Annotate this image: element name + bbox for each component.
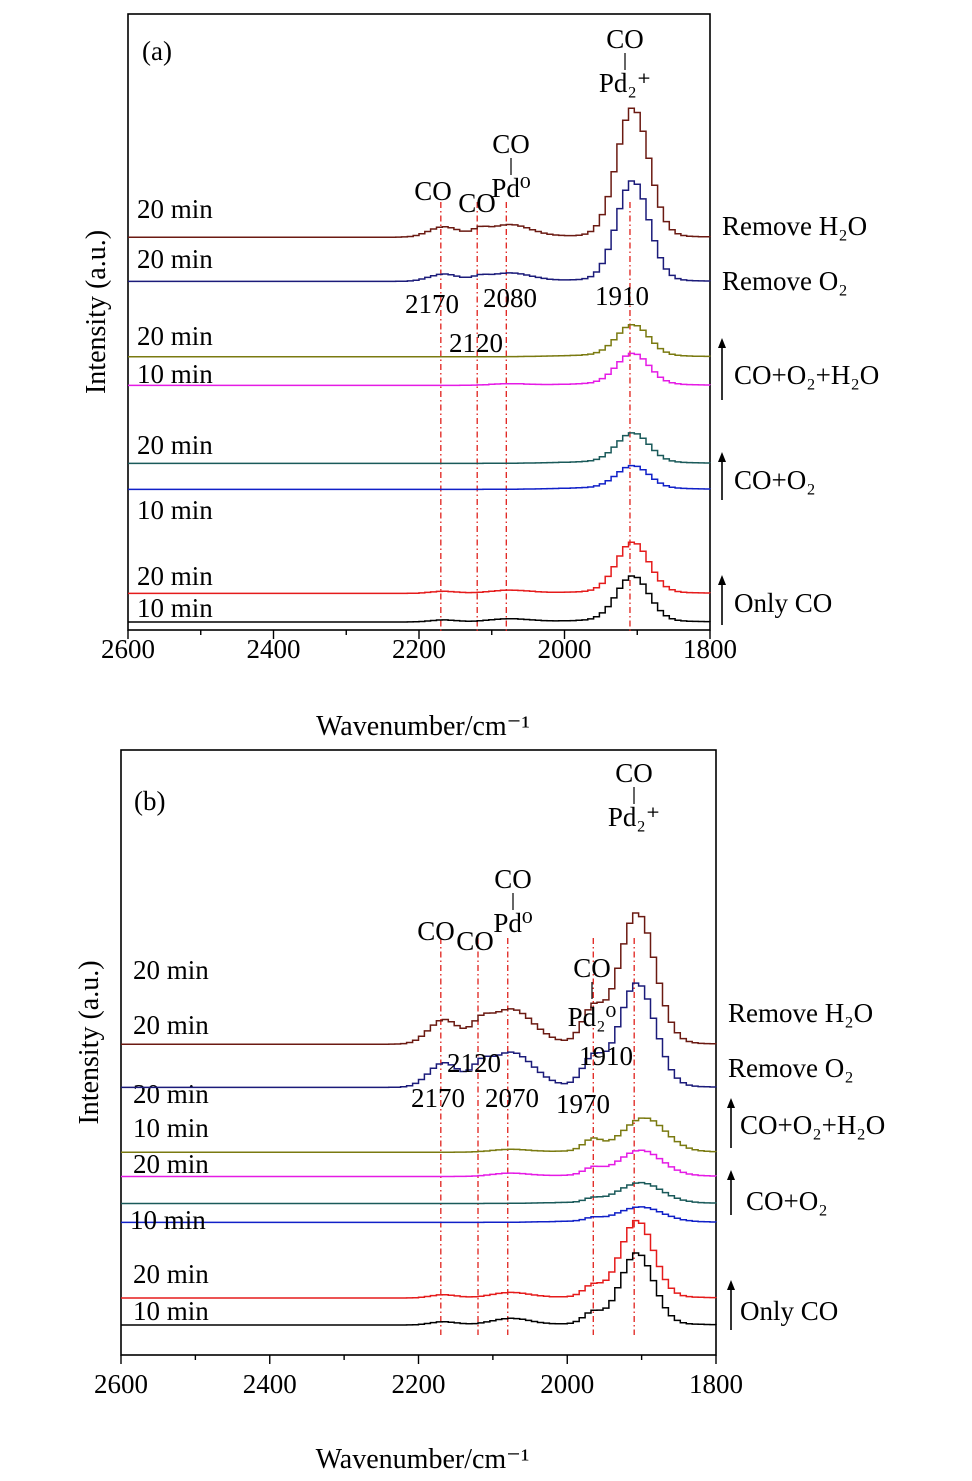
x-tick-label: 2600 bbox=[94, 1369, 148, 1399]
time-label: 10 min bbox=[133, 1113, 209, 1143]
species-label-top: CO bbox=[573, 953, 611, 983]
species-label-bottom: Pd₂⁺ bbox=[599, 68, 651, 98]
species-label-top: CO bbox=[492, 129, 530, 159]
y-axis-label: Intensity (a.u.) bbox=[81, 230, 112, 394]
spectrum-line-a_h2o10 bbox=[128, 352, 711, 387]
x-tick-label: 2400 bbox=[247, 634, 301, 664]
panel-a: 2600 2400 2200 2000 1800 Wavenumber/cm⁻¹ Inten… bbox=[81, 13, 879, 742]
time-label: 20 min bbox=[137, 194, 213, 224]
time-label: 20 min bbox=[137, 321, 213, 351]
spectrum-line-b_h2o20 bbox=[121, 1117, 717, 1153]
arrow-head-icon bbox=[727, 1170, 735, 1180]
time-label: 10 min bbox=[133, 1296, 209, 1326]
x-tick-label: 2600 bbox=[101, 634, 155, 664]
species-label-top: CO bbox=[615, 758, 653, 788]
species-label-top: CO bbox=[458, 188, 496, 218]
species-label-top: CO bbox=[494, 864, 532, 894]
time-label: 20 min bbox=[133, 1010, 209, 1040]
peak-label: 1970 bbox=[556, 1089, 610, 1119]
time-label: 20 min bbox=[137, 430, 213, 460]
species-label-top: CO bbox=[414, 176, 452, 206]
x-tick-label: 2200 bbox=[392, 1369, 446, 1399]
condition-label: Remove O₂ bbox=[728, 1053, 854, 1083]
spectrum-line-b_o220 bbox=[121, 1181, 717, 1205]
panel-label: (a) bbox=[142, 36, 172, 66]
x-tick-label: 2000 bbox=[540, 1369, 594, 1399]
panel-label: (b) bbox=[134, 786, 165, 816]
time-label: 20 min bbox=[133, 1079, 209, 1109]
x-tick-label: 2000 bbox=[538, 634, 592, 664]
arrow-head-icon bbox=[718, 338, 726, 348]
peak-label: 1910 bbox=[579, 1041, 633, 1071]
time-label: 10 min bbox=[137, 495, 213, 525]
time-label: 20 min bbox=[133, 1149, 209, 1179]
species-label-bottom: Pd₂⁰ bbox=[568, 1002, 617, 1032]
condition-label: Only CO bbox=[740, 1296, 838, 1326]
time-label: 10 min bbox=[130, 1205, 206, 1235]
arrow-head-icon bbox=[727, 1098, 735, 1108]
condition-label: CO+O₂ bbox=[746, 1186, 828, 1216]
spectrum-line-b_rh2o bbox=[121, 912, 717, 1045]
time-label: 10 min bbox=[137, 593, 213, 623]
peak-label: 2070 bbox=[485, 1083, 539, 1113]
arrow-head-icon bbox=[718, 452, 726, 462]
species-label-top: CO bbox=[456, 926, 494, 956]
spectrum-line-b_co10 bbox=[121, 1252, 717, 1326]
time-label: 20 min bbox=[137, 244, 213, 274]
plot-frame bbox=[127, 13, 711, 631]
spectrum-line-a_h2o20 bbox=[128, 324, 711, 358]
spectrum-line-a_co20 bbox=[128, 541, 711, 595]
peak-label: 1910 bbox=[595, 281, 649, 311]
condition-label: CO+O₂ bbox=[734, 465, 816, 495]
panel-b: 2600 2400 2200 2000 1800 Wavenumber/cm⁻¹ Inten… bbox=[74, 749, 885, 1475]
condition-label: Remove O₂ bbox=[722, 266, 848, 296]
spectrum-line-b_o210 bbox=[121, 1206, 717, 1224]
peak-label: 2120 bbox=[449, 328, 503, 358]
spectrum-line-a_rh2o bbox=[128, 107, 711, 238]
x-tick-label: 1800 bbox=[689, 1369, 743, 1399]
arrow-head-icon bbox=[718, 575, 726, 585]
spectrum-line-a_o210 bbox=[128, 464, 711, 491]
arrow-head-icon bbox=[727, 1280, 735, 1290]
condition-label: Remove H₂O bbox=[728, 998, 873, 1028]
condition-label: Only CO bbox=[734, 588, 832, 618]
species-label-bottom: Pd⁰ bbox=[493, 908, 533, 938]
time-label: 20 min bbox=[133, 1259, 209, 1289]
x-tick-label: 2200 bbox=[392, 634, 446, 664]
peak-label: 2170 bbox=[411, 1083, 465, 1113]
condition-label: CO+O₂+H₂O bbox=[734, 360, 879, 390]
y-axis-label: Intensity (a.u.) bbox=[74, 960, 105, 1124]
x-axis-label: Wavenumber/cm⁻¹ bbox=[316, 711, 530, 742]
spectrum-line-a_co10 bbox=[128, 575, 711, 623]
species-label-top: CO bbox=[417, 916, 455, 946]
spectrum-line-b_h2o10 bbox=[121, 1149, 717, 1178]
time-label: 20 min bbox=[133, 955, 209, 985]
spectrum-line-a_ro2 bbox=[128, 180, 711, 283]
condition-label: CO+O₂+H₂O bbox=[740, 1110, 885, 1140]
peak-label: 2080 bbox=[483, 283, 537, 313]
time-label: 10 min bbox=[137, 359, 213, 389]
species-label-bottom: Pd⁰ bbox=[491, 173, 531, 203]
peak-label: 2120 bbox=[447, 1048, 501, 1078]
species-label-top: CO bbox=[606, 24, 644, 54]
spectrum-line-b_ro2 bbox=[121, 982, 717, 1089]
peak-label: 2170 bbox=[405, 289, 459, 319]
spectrum-line-b_co20 bbox=[121, 1219, 717, 1299]
species-label-bottom: Pd₂⁺ bbox=[608, 802, 660, 832]
x-tick-label: 2400 bbox=[243, 1369, 297, 1399]
spectrum-line-a_o220 bbox=[128, 432, 711, 465]
x-tick-label: 1800 bbox=[683, 634, 737, 664]
x-axis-label: Wavenumber/cm⁻¹ bbox=[316, 1444, 530, 1475]
time-label: 20 min bbox=[137, 561, 213, 591]
condition-label: Remove H₂O bbox=[722, 211, 867, 241]
